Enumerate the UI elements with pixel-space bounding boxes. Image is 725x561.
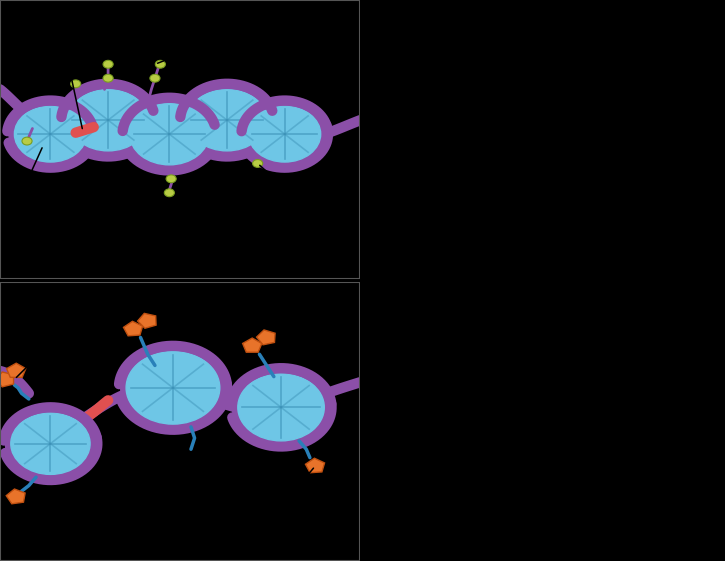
Ellipse shape: [124, 99, 215, 169]
Ellipse shape: [14, 106, 86, 162]
Ellipse shape: [63, 85, 153, 155]
Text: Histone: Histone: [0, 148, 42, 208]
Circle shape: [22, 137, 32, 145]
Polygon shape: [257, 330, 275, 345]
Text: DNA accessible, gene active: DNA accessible, gene active: [75, 424, 264, 540]
Polygon shape: [305, 458, 325, 473]
Text: DNA inaccessible, gene inactive: DNA inaccessible, gene inactive: [73, 251, 287, 264]
Ellipse shape: [238, 374, 324, 441]
Ellipse shape: [182, 85, 272, 155]
Polygon shape: [123, 321, 143, 336]
Text: Histone tail: Histone tail: [157, 27, 270, 63]
Ellipse shape: [68, 89, 148, 151]
Ellipse shape: [11, 413, 90, 475]
Text: Acetyl group: Acetyl group: [238, 468, 317, 517]
Circle shape: [103, 74, 113, 82]
Polygon shape: [0, 372, 14, 387]
Circle shape: [166, 175, 176, 183]
Ellipse shape: [9, 102, 92, 166]
Circle shape: [165, 189, 175, 197]
Circle shape: [70, 80, 80, 88]
Circle shape: [150, 74, 160, 82]
Ellipse shape: [243, 102, 326, 166]
Ellipse shape: [249, 106, 320, 162]
Ellipse shape: [126, 351, 220, 424]
Text: Histone tail: Histone tail: [17, 323, 101, 378]
Ellipse shape: [120, 347, 225, 428]
Text: Methyl group: Methyl group: [260, 165, 344, 210]
Ellipse shape: [130, 103, 209, 165]
Ellipse shape: [187, 89, 267, 151]
Polygon shape: [243, 338, 262, 352]
Text: Gene: Gene: [49, 41, 83, 128]
Circle shape: [252, 159, 262, 167]
Polygon shape: [7, 363, 26, 378]
Polygon shape: [138, 314, 156, 328]
Ellipse shape: [5, 409, 96, 479]
Polygon shape: [7, 489, 25, 504]
Circle shape: [103, 61, 113, 68]
Ellipse shape: [233, 370, 330, 445]
Circle shape: [155, 61, 165, 68]
